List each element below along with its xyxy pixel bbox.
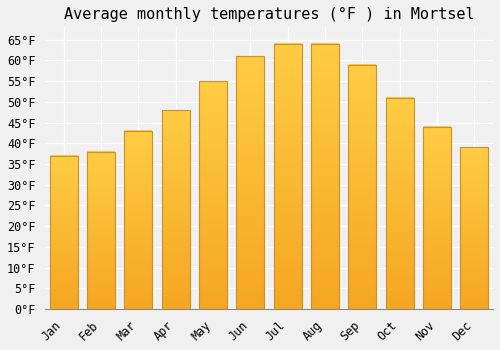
Bar: [162, 110, 190, 309]
Bar: [423, 127, 451, 309]
Bar: [236, 56, 264, 309]
Bar: [199, 81, 227, 309]
Bar: [50, 156, 78, 309]
Bar: [386, 98, 413, 309]
Bar: [124, 131, 152, 309]
Bar: [274, 44, 302, 309]
Bar: [348, 65, 376, 309]
Bar: [87, 152, 115, 309]
Title: Average monthly temperatures (°F ) in Mortsel: Average monthly temperatures (°F ) in Mo…: [64, 7, 474, 22]
Bar: [311, 44, 339, 309]
Bar: [460, 147, 488, 309]
